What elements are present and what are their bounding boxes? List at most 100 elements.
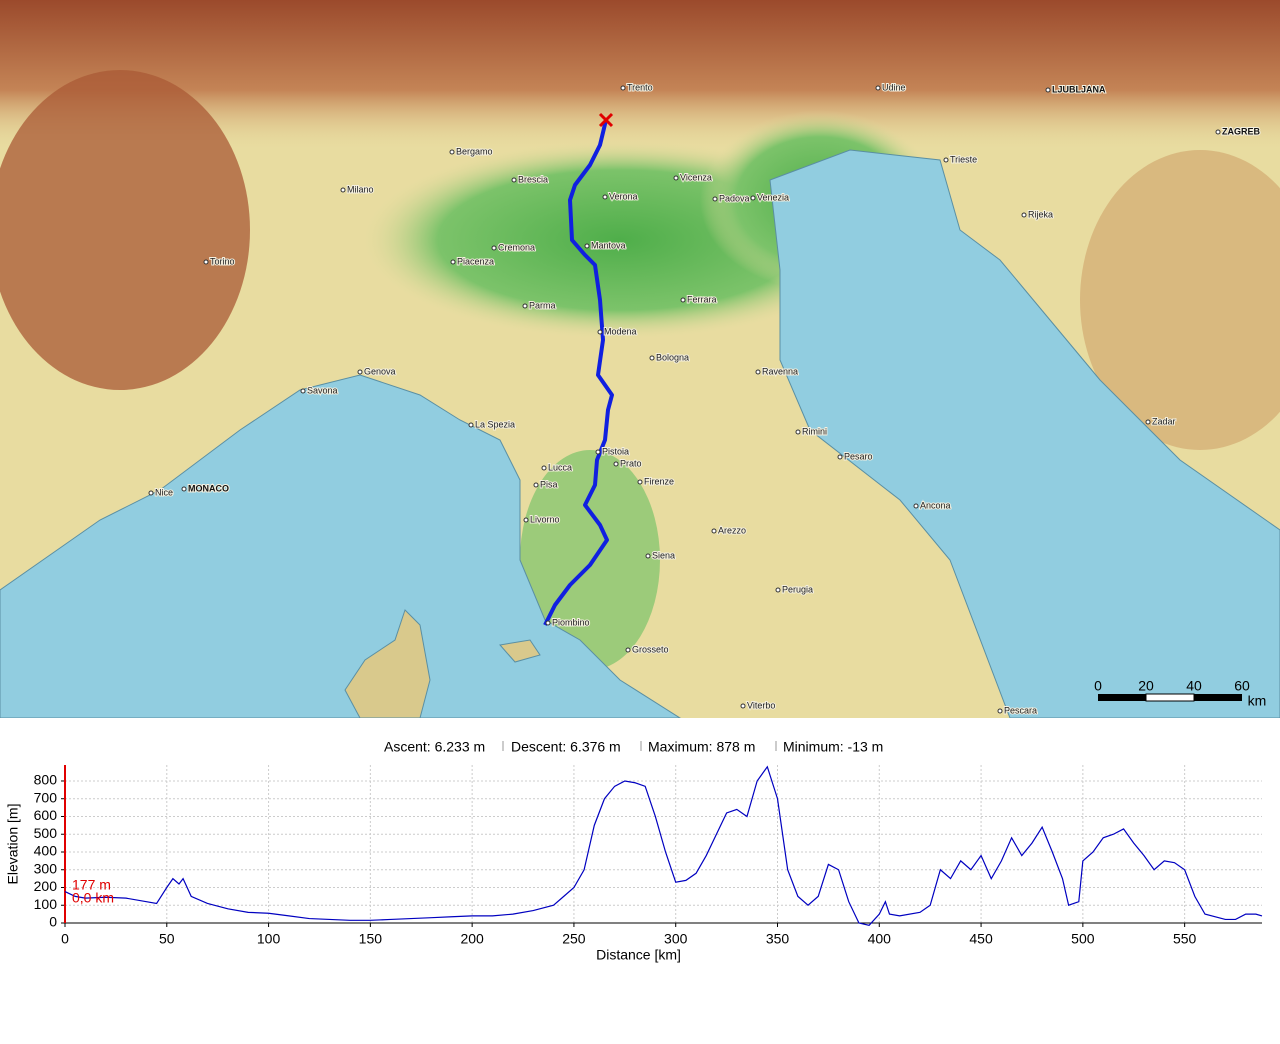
x-tick-label: 550 bbox=[1173, 931, 1197, 947]
city-dot bbox=[1145, 419, 1151, 425]
city-label: Ferrara bbox=[687, 294, 717, 304]
y-tick-label: 700 bbox=[34, 789, 58, 805]
city-label: Rimini bbox=[802, 426, 827, 436]
city-dot bbox=[740, 703, 746, 709]
city-label: LJUBLJANA bbox=[1052, 84, 1106, 94]
stat: Maximum: 878 m bbox=[648, 739, 755, 755]
city-dot bbox=[148, 490, 154, 496]
city-dot bbox=[584, 243, 590, 249]
city-label: Piombino bbox=[552, 617, 590, 627]
city-dot bbox=[357, 369, 363, 375]
x-tick-label: 200 bbox=[460, 931, 484, 947]
x-tick-label: 100 bbox=[257, 931, 281, 947]
city-label: Brescia bbox=[518, 174, 548, 184]
city-dot bbox=[511, 177, 517, 183]
y-tick-label: 600 bbox=[34, 807, 58, 823]
stat: Minimum: -13 m bbox=[783, 739, 883, 755]
city-dot bbox=[203, 259, 209, 265]
city-label: Viterbo bbox=[747, 700, 775, 710]
city-label: Vicenza bbox=[680, 172, 712, 182]
city-dot bbox=[755, 369, 761, 375]
city-label: Trento bbox=[627, 82, 653, 92]
city-dot bbox=[620, 85, 626, 91]
city-dot bbox=[522, 303, 528, 309]
city-label: Pesaro bbox=[844, 451, 873, 461]
city-dot bbox=[491, 245, 497, 251]
city-dot bbox=[637, 479, 643, 485]
scale-unit: km bbox=[1248, 693, 1267, 709]
scale-label: 20 bbox=[1138, 678, 1154, 694]
elevation-chart: Ascent: 6.233 m Descent: 6.376 m Maximum… bbox=[5, 739, 1263, 963]
scale-label: 40 bbox=[1186, 678, 1202, 694]
city-dot bbox=[875, 85, 881, 91]
stat: Ascent: 6.233 m bbox=[384, 739, 485, 755]
city-label: Bergamo bbox=[456, 146, 493, 156]
city-label: Ancona bbox=[920, 500, 951, 510]
city-label: Trieste bbox=[950, 154, 977, 164]
city-dot bbox=[1021, 212, 1027, 218]
city-dot bbox=[181, 486, 187, 492]
map: 0 20 40 60 km Milano Torino Genova Bologna F… bbox=[0, 0, 1280, 718]
corsica bbox=[344, 609, 431, 718]
city-label: Savona bbox=[307, 385, 338, 395]
city-dot bbox=[597, 329, 603, 335]
city-label: Siena bbox=[652, 550, 675, 560]
city-dot bbox=[837, 454, 843, 460]
x-tick-label: 300 bbox=[664, 931, 688, 947]
city-dot bbox=[523, 517, 529, 523]
city-dot bbox=[775, 587, 781, 593]
y-tick-label: 400 bbox=[34, 843, 58, 859]
city-dot bbox=[541, 465, 547, 471]
city-label: Zadar bbox=[1152, 416, 1176, 426]
city-label: Nice bbox=[155, 487, 173, 497]
city-dot bbox=[1215, 129, 1221, 135]
stat: Descent: 6.376 m bbox=[511, 739, 621, 755]
scale-label: 60 bbox=[1234, 678, 1250, 694]
city-label: Arezzo bbox=[718, 525, 746, 535]
city-label: Padova bbox=[719, 193, 750, 203]
x-tick-label: 250 bbox=[562, 931, 586, 947]
route bbox=[543, 119, 614, 626]
city-dot bbox=[712, 196, 718, 202]
city-label: Piacenza bbox=[457, 256, 494, 266]
city-label: Verona bbox=[609, 191, 638, 201]
city-dot bbox=[645, 553, 651, 559]
city-dot bbox=[750, 195, 756, 201]
dinaric-alps bbox=[1080, 150, 1280, 450]
city-dot bbox=[300, 388, 306, 394]
y-tick-label: 100 bbox=[34, 896, 58, 912]
western-alps bbox=[0, 70, 250, 390]
city-dot bbox=[613, 461, 619, 467]
city-label: Milano bbox=[347, 184, 374, 194]
city-dot bbox=[602, 194, 608, 200]
scale-bar bbox=[1145, 693, 1195, 702]
city-dot bbox=[943, 157, 949, 163]
city-dot bbox=[795, 429, 801, 435]
city-label: Pisa bbox=[540, 479, 558, 489]
city-dot bbox=[545, 620, 551, 626]
city-label: Cremona bbox=[498, 242, 535, 252]
y-tick-label: 300 bbox=[34, 860, 58, 876]
start-distance-label: 0,0 km bbox=[72, 890, 114, 906]
city-label: Lucca bbox=[548, 462, 572, 472]
city-label: La Spezia bbox=[475, 419, 515, 429]
x-tick-label: 450 bbox=[969, 931, 993, 947]
x-tick-label: 150 bbox=[359, 931, 383, 947]
city-label: Pistoia bbox=[602, 446, 629, 456]
city-label: Livorno bbox=[530, 514, 560, 524]
x-axis-title: Distance [km] bbox=[596, 947, 681, 963]
city-label: Udine bbox=[882, 82, 906, 92]
city-dot bbox=[450, 259, 456, 265]
start-elevation-label: 177 m bbox=[72, 877, 111, 893]
city-label: Parma bbox=[529, 300, 556, 310]
city-label: Venezia bbox=[757, 192, 789, 202]
city-dot bbox=[913, 503, 919, 509]
city-dot bbox=[997, 708, 1003, 714]
scale-bar bbox=[1098, 694, 1146, 701]
city-dot bbox=[1045, 87, 1051, 93]
city-label: Perugia bbox=[782, 584, 813, 594]
elba bbox=[499, 639, 541, 663]
scale-bar bbox=[1194, 694, 1242, 701]
city-dot bbox=[649, 355, 655, 361]
city-dot bbox=[680, 297, 686, 303]
